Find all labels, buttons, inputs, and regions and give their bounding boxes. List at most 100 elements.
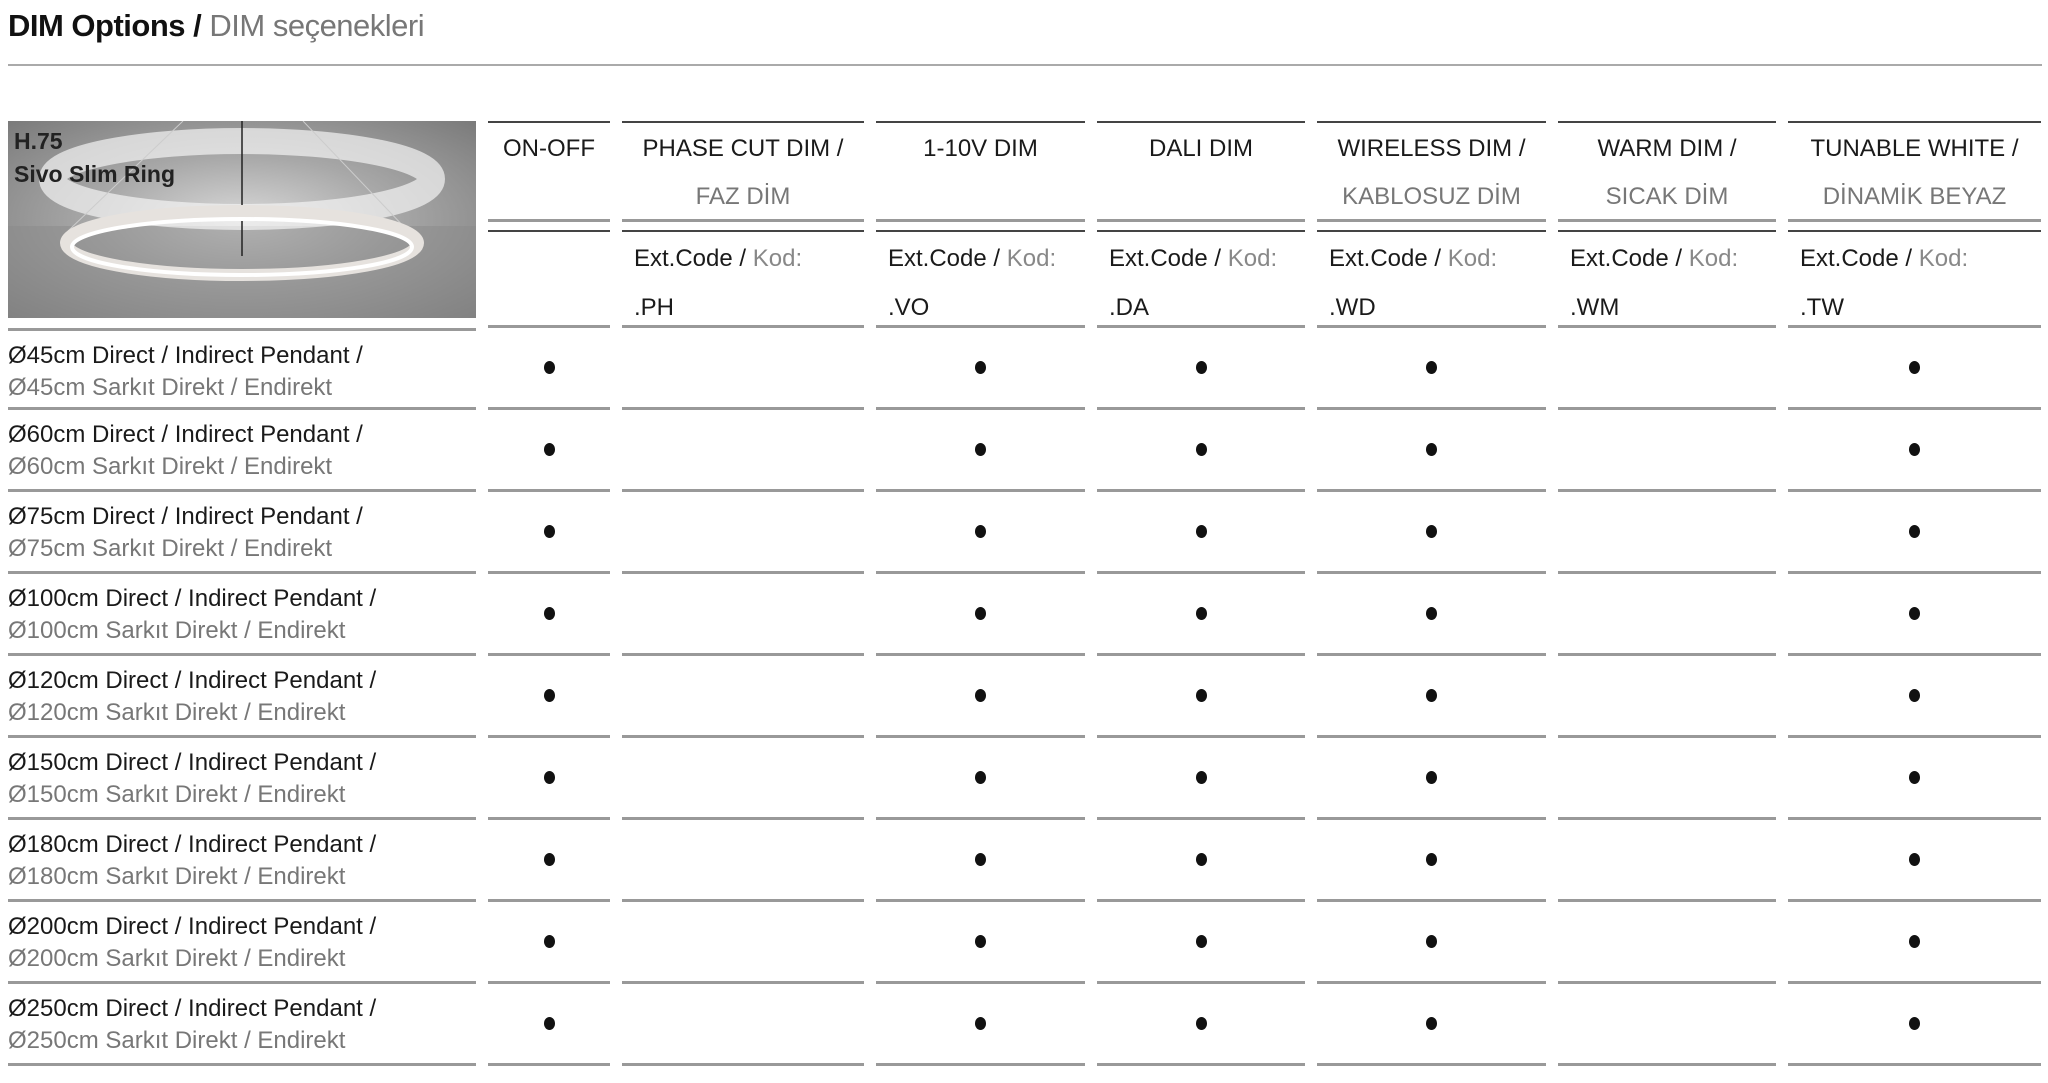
availability-dot-icon: [1426, 607, 1437, 620]
ext-code-value: .WM: [1570, 294, 1620, 321]
availability-dot-icon: [975, 607, 986, 620]
table-cell: [1097, 738, 1305, 820]
availability-dot-icon: [1426, 853, 1437, 866]
availability-dot-icon: [975, 689, 986, 702]
availability-dot-icon: [1195, 1017, 1207, 1030]
table-cell: [488, 820, 610, 902]
availability-dot-icon: [1195, 525, 1207, 538]
column-header: WARM DIM / SICAK DİM: [1558, 121, 1776, 222]
table-cell: [1558, 574, 1776, 656]
column-title: 1-10V DIM: [923, 135, 1038, 162]
row-label-english: Ø120cm Direct / Indirect Pendant /: [8, 667, 377, 694]
column-code-cell: Ext.Code / Kod: .WD: [1317, 230, 1546, 328]
availability-dot-icon: [1426, 771, 1437, 784]
ext-code-label: Ext.Code / Kod:: [634, 234, 864, 283]
row-label: Ø45cm Direct / Indirect Pendant / Ø45cm S…: [8, 328, 476, 410]
table-cell: [876, 902, 1085, 984]
column-title: ON-OFF: [503, 135, 595, 162]
availability-dot-icon: [1195, 689, 1207, 702]
availability-dot-icon: [1909, 689, 1920, 702]
ext-code-label: Ext.Code / Kod:: [1570, 234, 1776, 283]
table-cell: [488, 738, 610, 820]
row-label-turkish: Ø200cm Sarkıt Direkt / Endirekt: [8, 945, 346, 972]
availability-dot-icon: [543, 771, 555, 784]
table-cell: [1558, 984, 1776, 1066]
row-label-turkish: Ø120cm Sarkıt Direkt / Endirekt: [8, 699, 346, 726]
availability-dot-icon: [1195, 853, 1207, 866]
column-title: WIRELESS DIM /: [1337, 135, 1526, 162]
table-cell: [488, 492, 610, 574]
table-cell: [622, 574, 864, 656]
row-label: Ø120cm Direct / Indirect Pendant / Ø120cm…: [8, 656, 476, 738]
table-cell: [1097, 902, 1305, 984]
title-turkish: DIM seçenekleri: [209, 8, 425, 43]
row-label-turkish: Ø45cm Sarkıt Direkt / Endirekt: [8, 374, 333, 401]
ext-code-value: .PH: [634, 294, 675, 321]
ext-code-text: Ext.Code /: [1109, 245, 1222, 272]
row-label: Ø100cm Direct / Indirect Pendant / Ø100cm…: [8, 574, 476, 656]
column-header: 1-10V DIM: [876, 121, 1085, 222]
availability-dot-icon: [543, 853, 555, 866]
title-english: DIM Options /: [8, 8, 202, 43]
column-code-cell: Ext.Code / Kod: .PH: [622, 230, 864, 328]
row-label-english: Ø200cm Direct / Indirect Pendant /: [8, 913, 377, 940]
ext-code-text: Ext.Code /: [1329, 245, 1442, 272]
row-label-turkish: Ø100cm Sarkıt Direkt / Endirekt: [8, 617, 346, 644]
table-cell: [1558, 492, 1776, 574]
column-code-cell: [488, 230, 610, 328]
table-cell: [622, 410, 864, 492]
ext-code-label: Ext.Code / Kod:: [1329, 234, 1546, 283]
availability-dot-icon: [1426, 689, 1437, 702]
dim-options-table: H.75 Sivo Slim Ring ON-OFF PHASE CUT DIM …: [8, 121, 2041, 1066]
availability-dot-icon: [1909, 607, 1920, 620]
table-cell: [1558, 656, 1776, 738]
ext-code-text: Ext.Code /: [888, 245, 1001, 272]
table-cell: [622, 328, 864, 410]
table-cell: [1317, 902, 1546, 984]
kod-text: Kod:: [1006, 245, 1057, 272]
ext-code-text: Ext.Code /: [1800, 245, 1913, 272]
column-header: ON-OFF: [488, 121, 610, 222]
availability-dot-icon: [975, 771, 986, 784]
availability-dot-icon: [543, 689, 555, 702]
availability-dot-icon: [1195, 361, 1207, 374]
availability-dot-icon: [975, 525, 986, 538]
table-cell: [876, 656, 1085, 738]
row-label-english: Ø100cm Direct / Indirect Pendant /: [8, 585, 377, 612]
table-cell: [876, 574, 1085, 656]
product-name: Sivo Slim Ring: [14, 161, 176, 187]
table-cell: [1558, 410, 1776, 492]
ext-code-label: Ext.Code / Kod:: [888, 234, 1085, 283]
table-cell: [1317, 656, 1546, 738]
ext-code-label: Ext.Code / Kod:: [1800, 234, 2041, 283]
availability-dot-icon: [1909, 1017, 1920, 1030]
availability-dot-icon: [1195, 443, 1207, 456]
row-label: Ø200cm Direct / Indirect Pendant / Ø200cm…: [8, 902, 476, 984]
column-title: PHASE CUT DIM /: [642, 135, 844, 162]
table-cell: [488, 656, 610, 738]
table-cell: [1788, 738, 2041, 820]
row-label-english: Ø150cm Direct / Indirect Pendant /: [8, 749, 377, 776]
kod-text: Kod:: [1447, 245, 1498, 272]
availability-dot-icon: [1195, 771, 1207, 784]
page-title: DIM Options / DIM seçenekleri: [8, 8, 425, 44]
row-label: Ø180cm Direct / Indirect Pendant / Ø180cm…: [8, 820, 476, 902]
column-title-turkish: SICAK DİM: [1605, 183, 1729, 210]
column-title: WARM DIM /: [1597, 135, 1737, 162]
availability-dot-icon: [975, 443, 986, 456]
availability-dot-icon: [1426, 1017, 1437, 1030]
availability-dot-icon: [1195, 607, 1207, 620]
table-cell: [1097, 820, 1305, 902]
kod-text: Kod:: [1227, 245, 1278, 272]
table-cell: [1788, 902, 2041, 984]
row-label-turkish: Ø60cm Sarkıt Direkt / Endirekt: [8, 453, 333, 480]
table-cell: [622, 656, 864, 738]
table-cell: [1788, 410, 2041, 492]
column-title-turkish: KABLOSUZ DİM: [1342, 183, 1521, 210]
row-label-english: Ø60cm Direct / Indirect Pendant /: [8, 421, 363, 448]
row-label-turkish: Ø180cm Sarkıt Direkt / Endirekt: [8, 863, 346, 890]
row-label-english: Ø45cm Direct / Indirect Pendant /: [8, 342, 363, 369]
kod-text: Kod:: [752, 245, 803, 272]
table-cell: [1558, 902, 1776, 984]
product-image: H.75 Sivo Slim Ring: [8, 121, 476, 318]
